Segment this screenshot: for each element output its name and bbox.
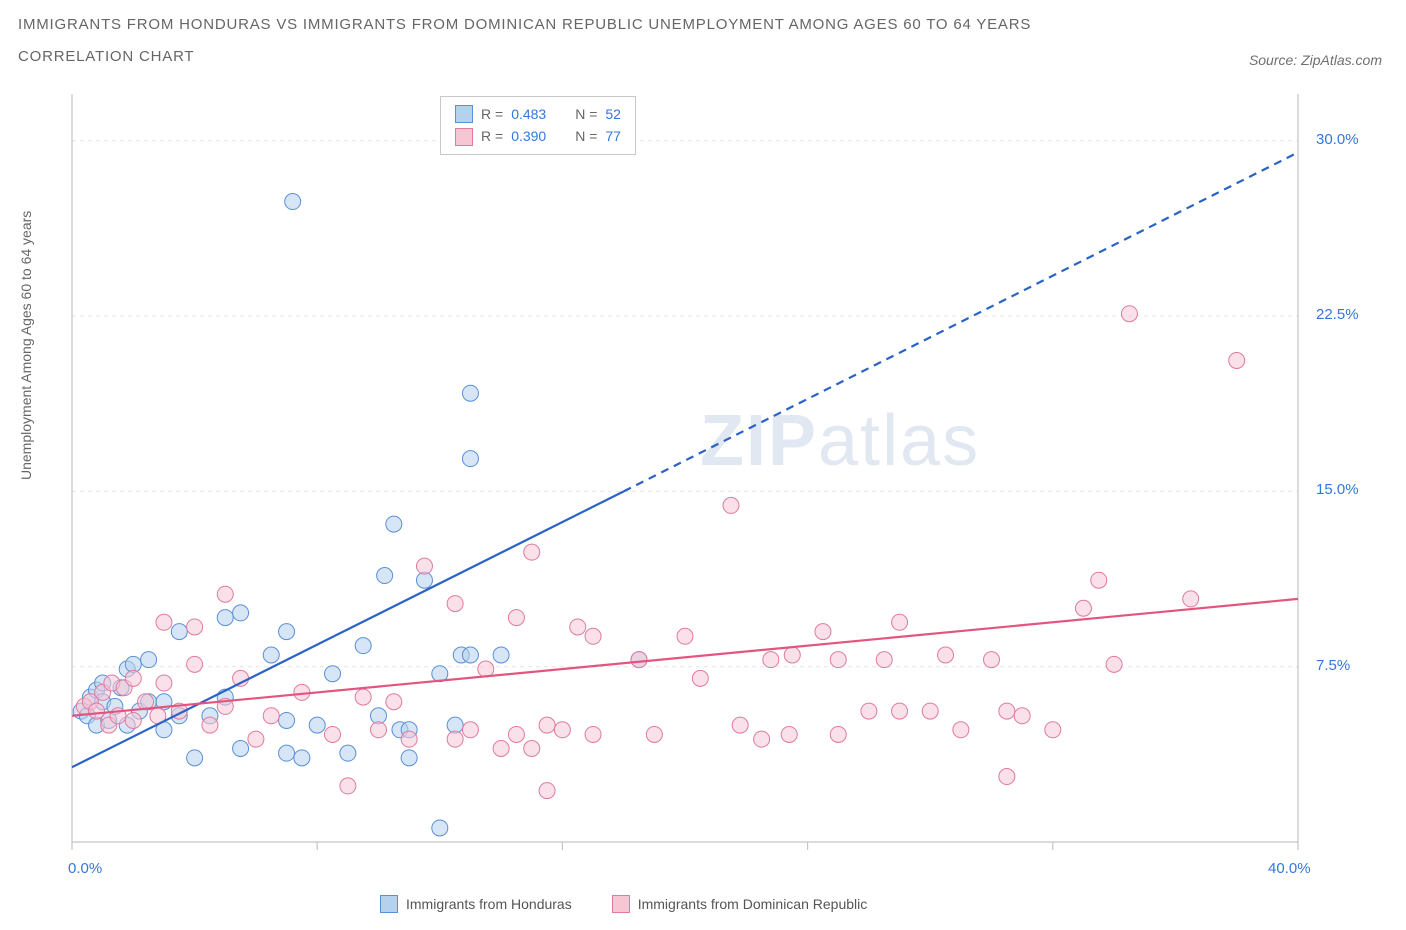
legend-n-value: 52 — [605, 103, 621, 125]
legend-swatch — [612, 895, 630, 913]
series-legend: Immigrants from Honduras Immigrants from … — [380, 895, 867, 913]
title-line-1: IMMIGRANTS FROM HONDURAS VS IMMIGRANTS F… — [18, 16, 1031, 33]
y-tick-label: 7.5% — [1316, 657, 1350, 674]
title-line-2: CORRELATION CHART — [18, 48, 194, 65]
series-legend-item: Immigrants from Dominican Republic — [612, 895, 868, 913]
legend-row: R = 0.483 N = 52 — [455, 103, 621, 125]
series-legend-label: Immigrants from Honduras — [406, 896, 572, 912]
legend-swatch — [455, 105, 473, 123]
y-tick-label: 15.0% — [1316, 481, 1359, 498]
legend-n-label: N = — [575, 125, 597, 147]
x-tick-label: 0.0% — [68, 860, 102, 877]
legend-r-value: 0.483 — [511, 103, 567, 125]
legend-n-label: N = — [575, 103, 597, 125]
legend-r-label: R = — [481, 103, 503, 125]
correlation-legend: R = 0.483 N = 52 R = 0.390 N = 77 — [440, 96, 636, 155]
y-axis-label: Unemployment Among Ages 60 to 64 years — [18, 211, 34, 480]
scatter-chart — [70, 92, 1378, 862]
source-attribution: Source: ZipAtlas.com — [1249, 52, 1382, 68]
series-legend-label: Immigrants from Dominican Republic — [638, 896, 868, 912]
series-legend-item: Immigrants from Honduras — [380, 895, 572, 913]
legend-n-value: 77 — [605, 125, 621, 147]
legend-swatch — [455, 128, 473, 146]
chart-svg — [70, 92, 1378, 862]
x-tick-label: 40.0% — [1268, 860, 1311, 877]
y-tick-label: 22.5% — [1316, 306, 1359, 323]
legend-r-label: R = — [481, 125, 503, 147]
legend-r-value: 0.390 — [511, 125, 567, 147]
legend-row: R = 0.390 N = 77 — [455, 125, 621, 147]
y-tick-label: 30.0% — [1316, 131, 1359, 148]
legend-swatch — [380, 895, 398, 913]
